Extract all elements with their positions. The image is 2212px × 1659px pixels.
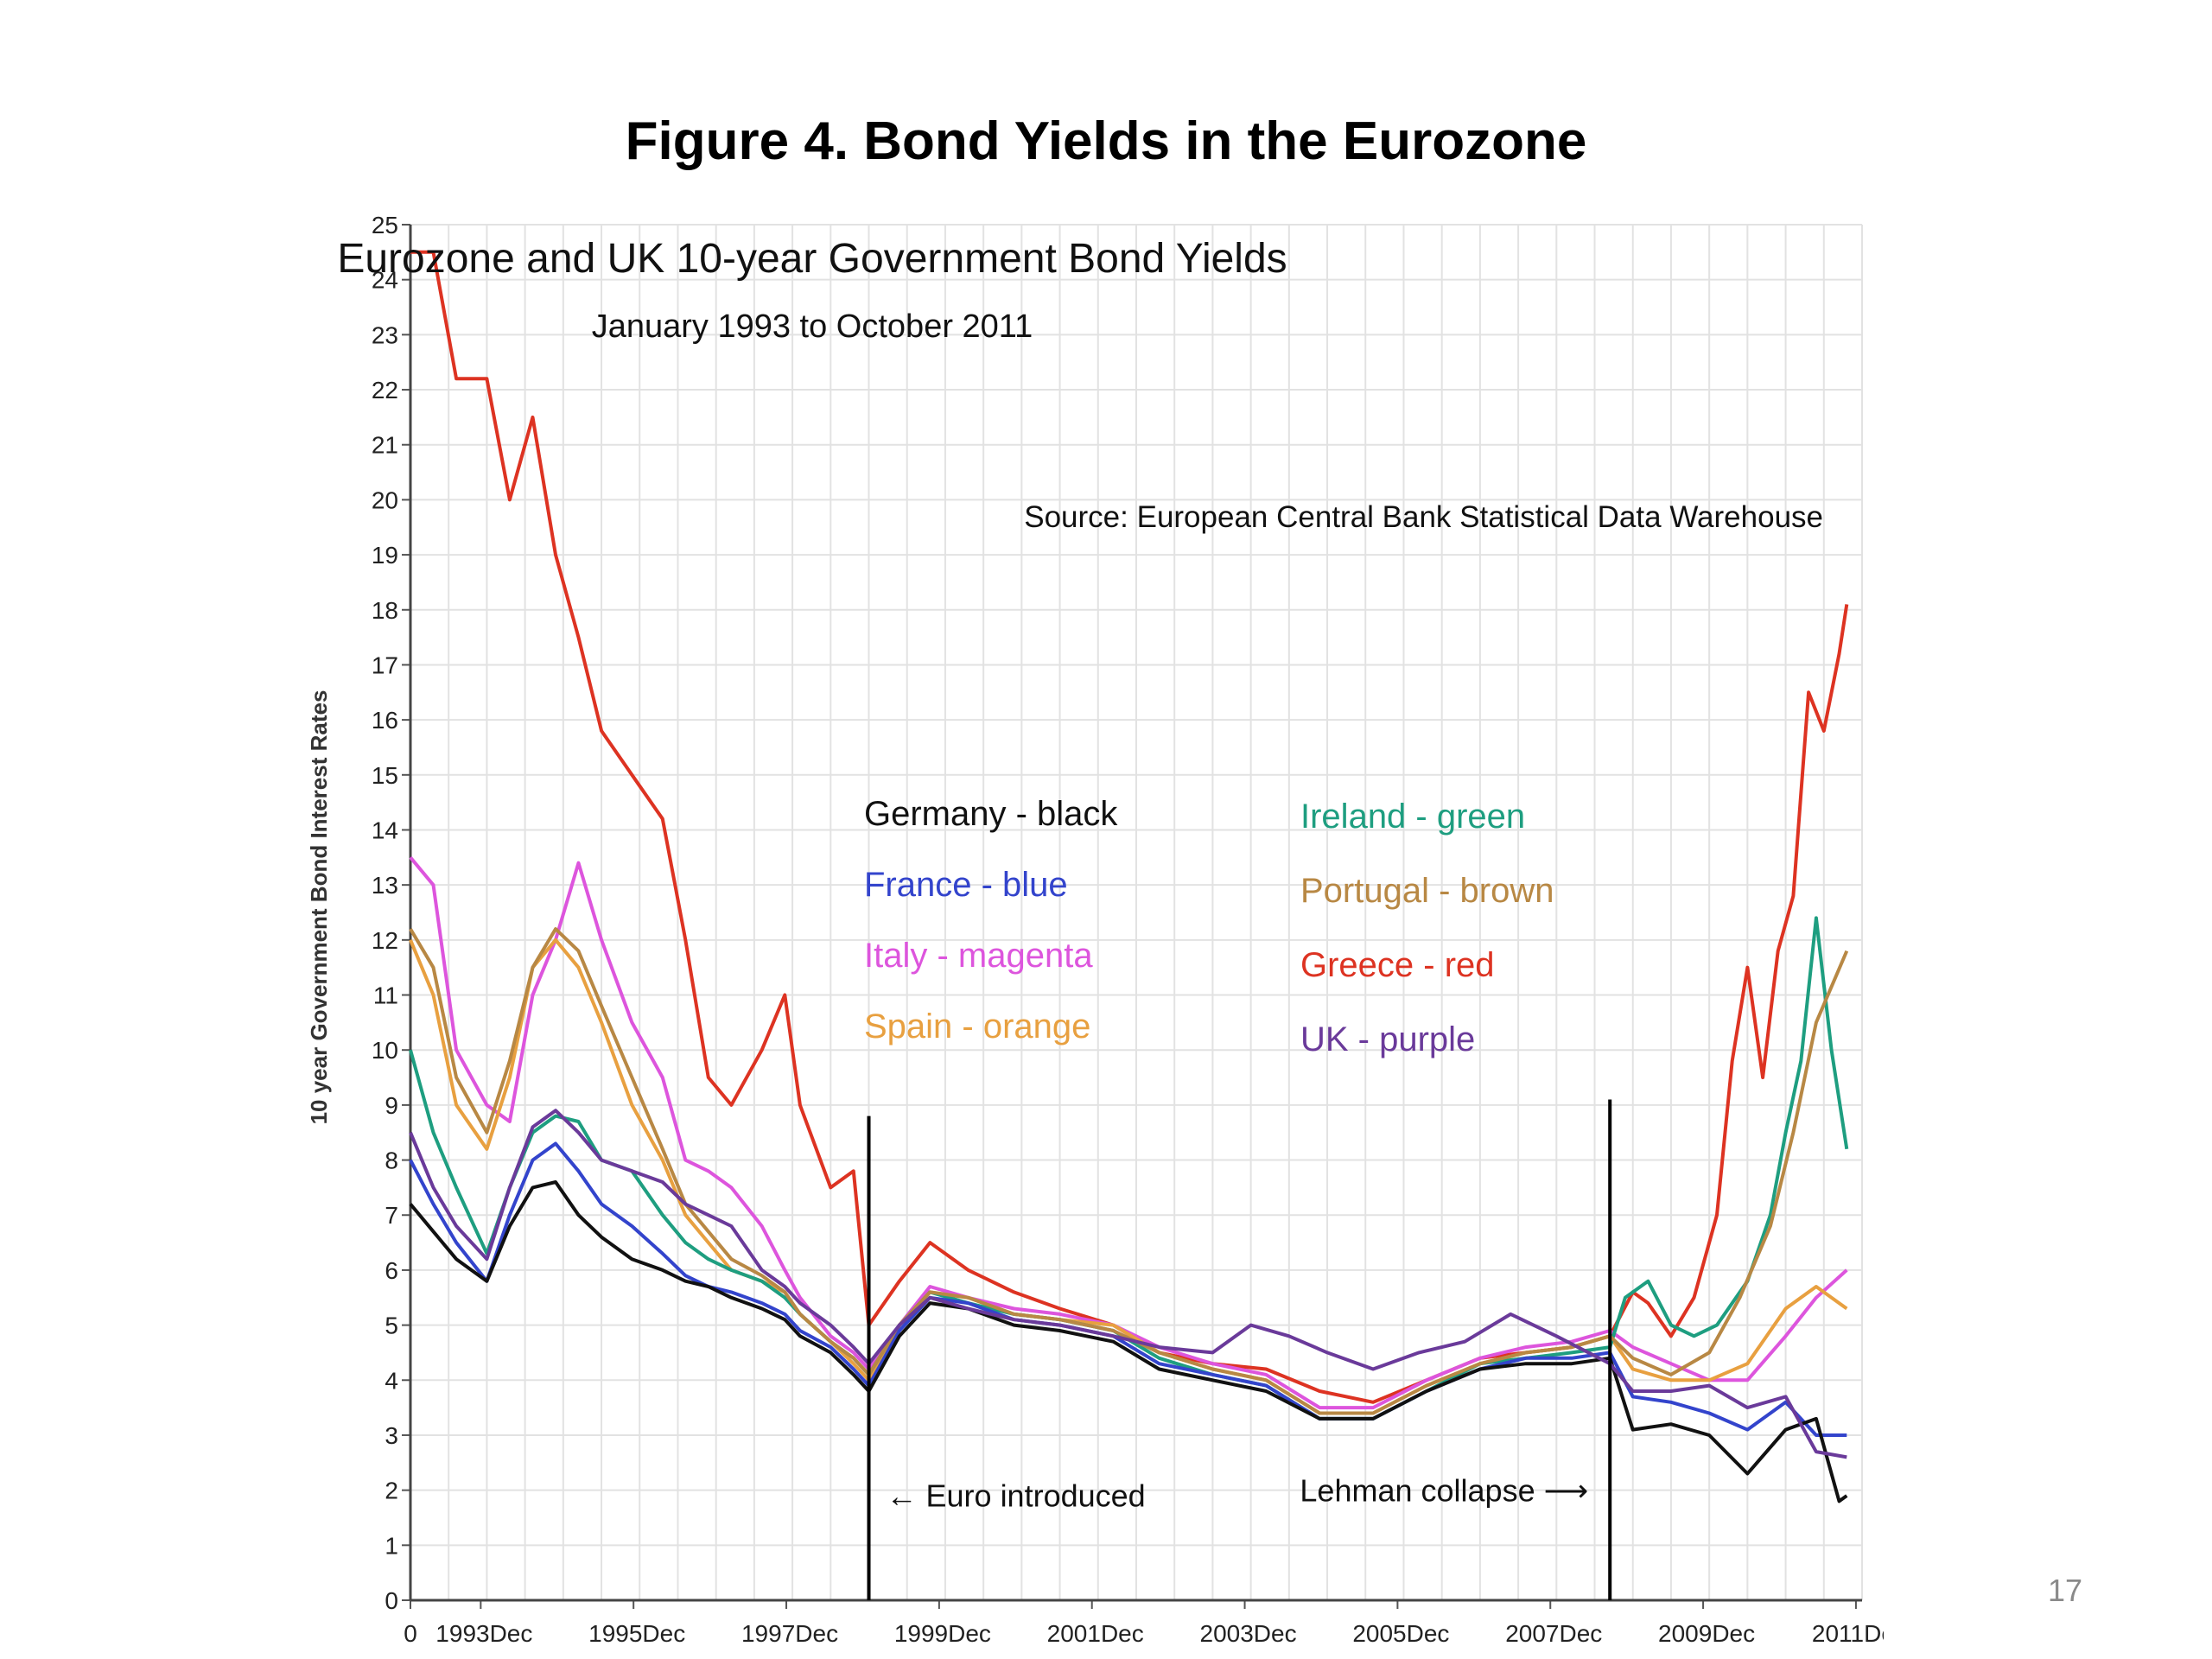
y-tick-label: 25	[372, 212, 398, 238]
x-tick-label: 2005Dec	[1352, 1620, 1449, 1647]
chart-axes: 0123456789101112131415161718192021222324…	[372, 212, 1884, 1647]
annotation-euro-introduced: ← Euro introduced	[887, 1478, 1146, 1514]
chart-subtitle: January 1993 to October 2011	[592, 308, 1033, 345]
legend-entry: Spain - orange	[864, 1007, 1090, 1046]
y-tick-label: 16	[372, 707, 398, 734]
y-tick-label: 20	[372, 486, 398, 513]
y-tick-label: 22	[372, 377, 398, 404]
y-tick-label: 9	[385, 1092, 398, 1119]
x-tick-label: 1997Dec	[741, 1620, 838, 1647]
y-tick-label: 6	[385, 1257, 398, 1284]
legend-entry: Portugal - brown	[1300, 872, 1554, 910]
y-tick-label: 15	[372, 762, 398, 789]
x-tick-label: 0	[404, 1620, 417, 1647]
bond-yield-chart: 0123456789101112131415161718192021222324…	[306, 212, 1884, 1647]
y-tick-label: 11	[373, 982, 398, 1009]
series-line-greece	[410, 250, 1849, 1404]
chart-grid	[410, 224, 1863, 1601]
y-tick-label: 3	[385, 1422, 398, 1449]
chart-title: Eurozone and UK 10-year Government Bond …	[337, 236, 1287, 282]
slide-title: Figure 4. Bond Yields in the Eurozone	[625, 111, 1587, 171]
x-tick-label: 2001Dec	[1047, 1620, 1144, 1647]
y-tick-label: 18	[372, 597, 398, 624]
legend-entry: Greece - red	[1300, 946, 1495, 984]
y-tick-label: 0	[385, 1587, 398, 1614]
legend-entry: Ireland - green	[1300, 798, 1525, 836]
y-tick-label: 2	[385, 1478, 398, 1504]
y-tick-label: 19	[372, 542, 398, 569]
y-tick-label: 10	[372, 1037, 398, 1064]
y-tick-label: 5	[385, 1313, 398, 1339]
chart-markers: ← Euro introduced Lehman collapse ⟶	[867, 1099, 1612, 1600]
y-tick-label: 8	[385, 1147, 398, 1174]
legend-entry: France - blue	[864, 866, 1068, 904]
legend-entry: UK - purple	[1300, 1020, 1475, 1058]
legend-entry: Germany - black	[864, 795, 1118, 833]
y-tick-label: 1	[385, 1532, 398, 1559]
x-tick-label: 1993Dec	[435, 1620, 532, 1647]
chart-series	[409, 250, 1849, 1503]
y-tick-label: 23	[372, 321, 398, 348]
page-number: 17	[2048, 1573, 2083, 1608]
y-tick-label: 17	[372, 652, 398, 678]
y-tick-label: 7	[385, 1202, 398, 1229]
x-tick-label: 2007Dec	[1505, 1620, 1602, 1647]
annotation-lehman-collapse: Lehman collapse ⟶	[1300, 1472, 1588, 1508]
series-line-portugal	[409, 927, 1849, 1415]
series-line-germany	[409, 1180, 1848, 1503]
legend-entry: Italy - magenta	[864, 937, 1093, 975]
x-tick-label: 1995Dec	[588, 1620, 685, 1647]
y-tick-label: 4	[385, 1367, 398, 1394]
x-tick-label: 1999Dec	[894, 1620, 991, 1647]
y-tick-label: 12	[372, 927, 398, 954]
series-line-uk	[409, 1109, 1847, 1459]
x-tick-label: 2003Dec	[1200, 1620, 1297, 1647]
y-tick-label: 13	[372, 872, 398, 899]
y-tick-label: 24	[372, 267, 398, 294]
y-tick-label: 21	[372, 432, 398, 459]
x-tick-label: 2011Dec	[1812, 1620, 1884, 1647]
x-tick-label: 2009Dec	[1658, 1620, 1755, 1647]
chart-legend: Germany - black France - blue Italy - mage…	[864, 795, 1554, 1058]
y-tick-label: 14	[372, 817, 398, 843]
y-axis-label: 10 year Government Bond Interest Rates	[306, 690, 332, 1125]
chart-source: Source: European Central Bank Statistica…	[1024, 500, 1823, 534]
